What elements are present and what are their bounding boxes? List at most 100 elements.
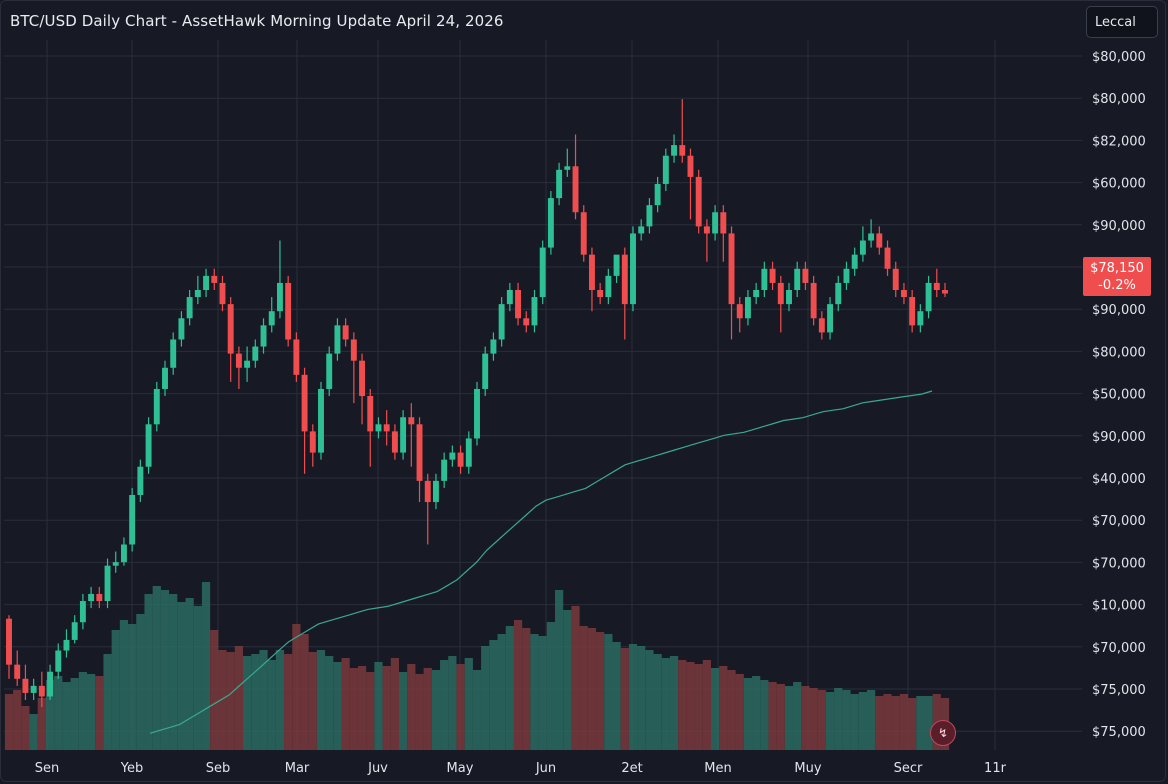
volume-bar (686, 662, 695, 750)
x-tick-label: 11r (984, 761, 1007, 776)
volume-bar (366, 672, 375, 750)
x-tick-label: Yeb (120, 761, 143, 776)
candle-down (876, 233, 883, 248)
candle-down (942, 290, 948, 294)
volume-bar (407, 664, 416, 750)
candle-up (55, 650, 62, 672)
x-tick-label: 2et (621, 761, 642, 776)
candle-up (794, 268, 801, 290)
volume-bar (891, 696, 900, 750)
candle-up (79, 601, 86, 623)
volume-bar (546, 622, 555, 750)
volume-bar (743, 678, 753, 750)
candle-down (810, 282, 817, 319)
volume-bar (62, 682, 71, 750)
candle-down (408, 417, 415, 425)
candle-down (769, 268, 776, 283)
candle-down (703, 226, 710, 234)
volume-bar (809, 688, 818, 750)
volume-bar (267, 660, 276, 750)
volume-bar (399, 672, 408, 750)
candle-up (186, 297, 193, 319)
candle-down (391, 431, 398, 453)
candle-up (613, 254, 620, 276)
candle-up (441, 459, 448, 481)
volume-bar (489, 640, 498, 750)
y-tick-label: $80,000 (1092, 345, 1146, 360)
volume-bar (834, 688, 843, 750)
candle-up (539, 247, 546, 298)
volume-bar (300, 634, 309, 750)
volume-bar (29, 714, 38, 750)
y-tick-label: $70,000 (1092, 556, 1146, 571)
candle-up (71, 622, 78, 640)
volume-bar (54, 676, 63, 750)
volume-bar (415, 674, 424, 750)
volume-bar (513, 620, 523, 750)
volume-bar (571, 606, 580, 750)
volume-bar (374, 662, 383, 750)
x-tick-label: Muy (794, 761, 821, 776)
volume-bar (308, 652, 317, 750)
volume-bar (719, 666, 728, 750)
legend-button[interactable]: Leccal (1086, 6, 1158, 38)
candle-up (112, 562, 119, 566)
candle-down (416, 424, 423, 481)
volume-bar (456, 664, 465, 750)
chart-title: BTC/USD Daily Chart - AssetHawk Morning … (10, 12, 504, 30)
volume-bar (37, 698, 46, 750)
y-tick-label: $80,000 (1092, 92, 1146, 107)
volume-bar (538, 636, 547, 750)
y-tick-label: $82,000 (1092, 134, 1146, 149)
volume-bar (423, 668, 432, 750)
volume-bar (4, 694, 14, 750)
y-tick-label: $40,000 (1092, 472, 1146, 487)
volume-bar (883, 694, 892, 750)
candle-up (843, 268, 850, 283)
candle-up (276, 282, 283, 312)
volume-bar (21, 706, 30, 750)
candle-down (350, 339, 357, 361)
candle-up (531, 297, 538, 326)
volume-bar (711, 668, 720, 750)
candle-up (556, 169, 563, 199)
volume-bar (448, 656, 457, 750)
volume-bar (867, 690, 876, 750)
candle-down (22, 678, 29, 693)
candle-down (736, 304, 743, 319)
candle-down (285, 282, 292, 340)
volume-bar (234, 646, 243, 750)
volume-bar (177, 602, 186, 750)
volume-bar (653, 654, 662, 750)
volume-bar (431, 670, 441, 750)
candle-down (309, 431, 316, 453)
volume-bar (579, 626, 588, 750)
volume-bar (464, 658, 473, 750)
y-tick-label: $10,000 (1092, 599, 1146, 614)
candle-up (194, 290, 201, 298)
candle-up (268, 311, 275, 326)
candle-up (744, 297, 751, 319)
x-tick-label: May (447, 761, 474, 776)
candle-up (925, 282, 932, 312)
candle-down (900, 290, 907, 298)
alert-bell-icon[interactable]: ↯ (930, 720, 956, 746)
candle-up (827, 304, 834, 333)
y-tick-label: $50,000 (1092, 388, 1146, 403)
volume-bar (13, 690, 22, 750)
x-tick-label: Men (704, 761, 731, 776)
candle-up (449, 452, 456, 460)
candle-up (400, 417, 407, 453)
candle-down (342, 325, 349, 340)
y-tick-label: $90,000 (1092, 303, 1146, 318)
volume-bar (210, 630, 219, 750)
candle-up (605, 275, 612, 298)
volume-bar (645, 650, 654, 750)
volume-bar (201, 582, 211, 750)
candle-up (375, 424, 382, 432)
candle-up (88, 593, 95, 602)
candle-up (47, 671, 54, 697)
candle-down (679, 145, 686, 156)
candle-up (753, 290, 760, 298)
